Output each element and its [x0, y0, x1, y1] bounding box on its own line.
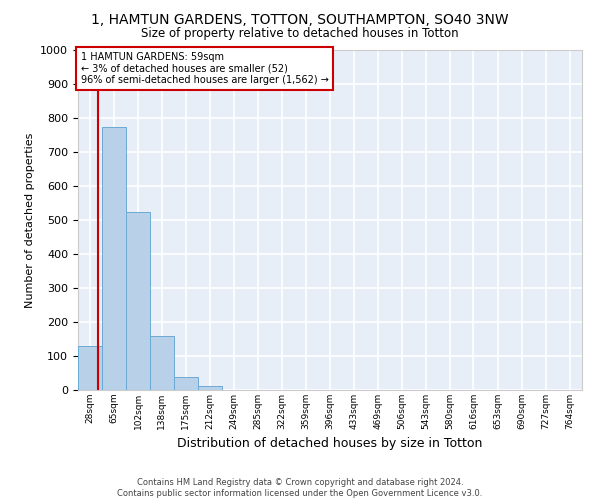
Bar [78, 346, 102, 390]
Bar [102, 126, 126, 390]
Text: Size of property relative to detached houses in Totton: Size of property relative to detached ho… [141, 28, 459, 40]
Y-axis label: Number of detached properties: Number of detached properties [25, 132, 35, 308]
X-axis label: Distribution of detached houses by size in Totton: Distribution of detached houses by size … [178, 438, 482, 450]
Bar [150, 336, 173, 390]
Text: 1 HAMTUN GARDENS: 59sqm
← 3% of detached houses are smaller (52)
96% of semi-det: 1 HAMTUN GARDENS: 59sqm ← 3% of detached… [80, 52, 328, 85]
Text: 1, HAMTUN GARDENS, TOTTON, SOUTHAMPTON, SO40 3NW: 1, HAMTUN GARDENS, TOTTON, SOUTHAMPTON, … [91, 12, 509, 26]
Bar [198, 386, 222, 390]
Text: Contains HM Land Registry data © Crown copyright and database right 2024.
Contai: Contains HM Land Registry data © Crown c… [118, 478, 482, 498]
Bar [126, 212, 150, 390]
Bar [174, 378, 197, 390]
